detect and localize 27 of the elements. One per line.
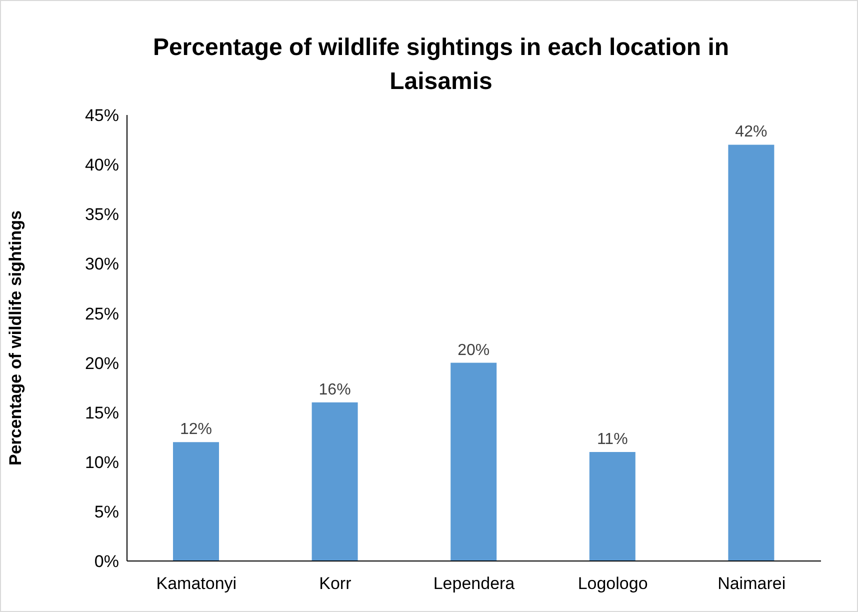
bar (312, 402, 358, 561)
data-label: 16% (318, 381, 351, 398)
bar (589, 452, 636, 561)
data-label: 12% (180, 421, 212, 438)
y-tick-label: 40% (84, 156, 119, 175)
y-tick-label: 25% (84, 304, 119, 324)
x-tick-label: Naimarei (718, 574, 786, 594)
bar (173, 442, 219, 561)
bar (450, 362, 497, 561)
x-tick-label: Logologo (578, 574, 648, 594)
x-tick-label: Korr (319, 574, 352, 594)
bar (728, 144, 774, 561)
x-tick-label: Kamatonyi (156, 574, 237, 594)
y-tick-label: 20% (84, 354, 119, 373)
data-label: 20% (458, 342, 490, 359)
data-label: 11% (596, 430, 628, 448)
y-tick-label: 10% (84, 452, 119, 472)
data-label: 42% (735, 124, 768, 141)
y-tick-label: 0% (94, 552, 119, 572)
y-tick-label: 5% (94, 502, 119, 522)
y-tick-label: 45% (84, 106, 119, 126)
chart-title: Percentage of wildlife sightings in each location in Laisamis (152, 33, 730, 97)
x-tick-label: Lependera (433, 574, 516, 594)
y-tick-label: 30% (84, 254, 119, 274)
y-tick-label: 15% (84, 403, 119, 422)
y-tick-label: 35% (84, 205, 119, 224)
y-axis-title: Percentage of wildlife sightings (6, 210, 26, 466)
